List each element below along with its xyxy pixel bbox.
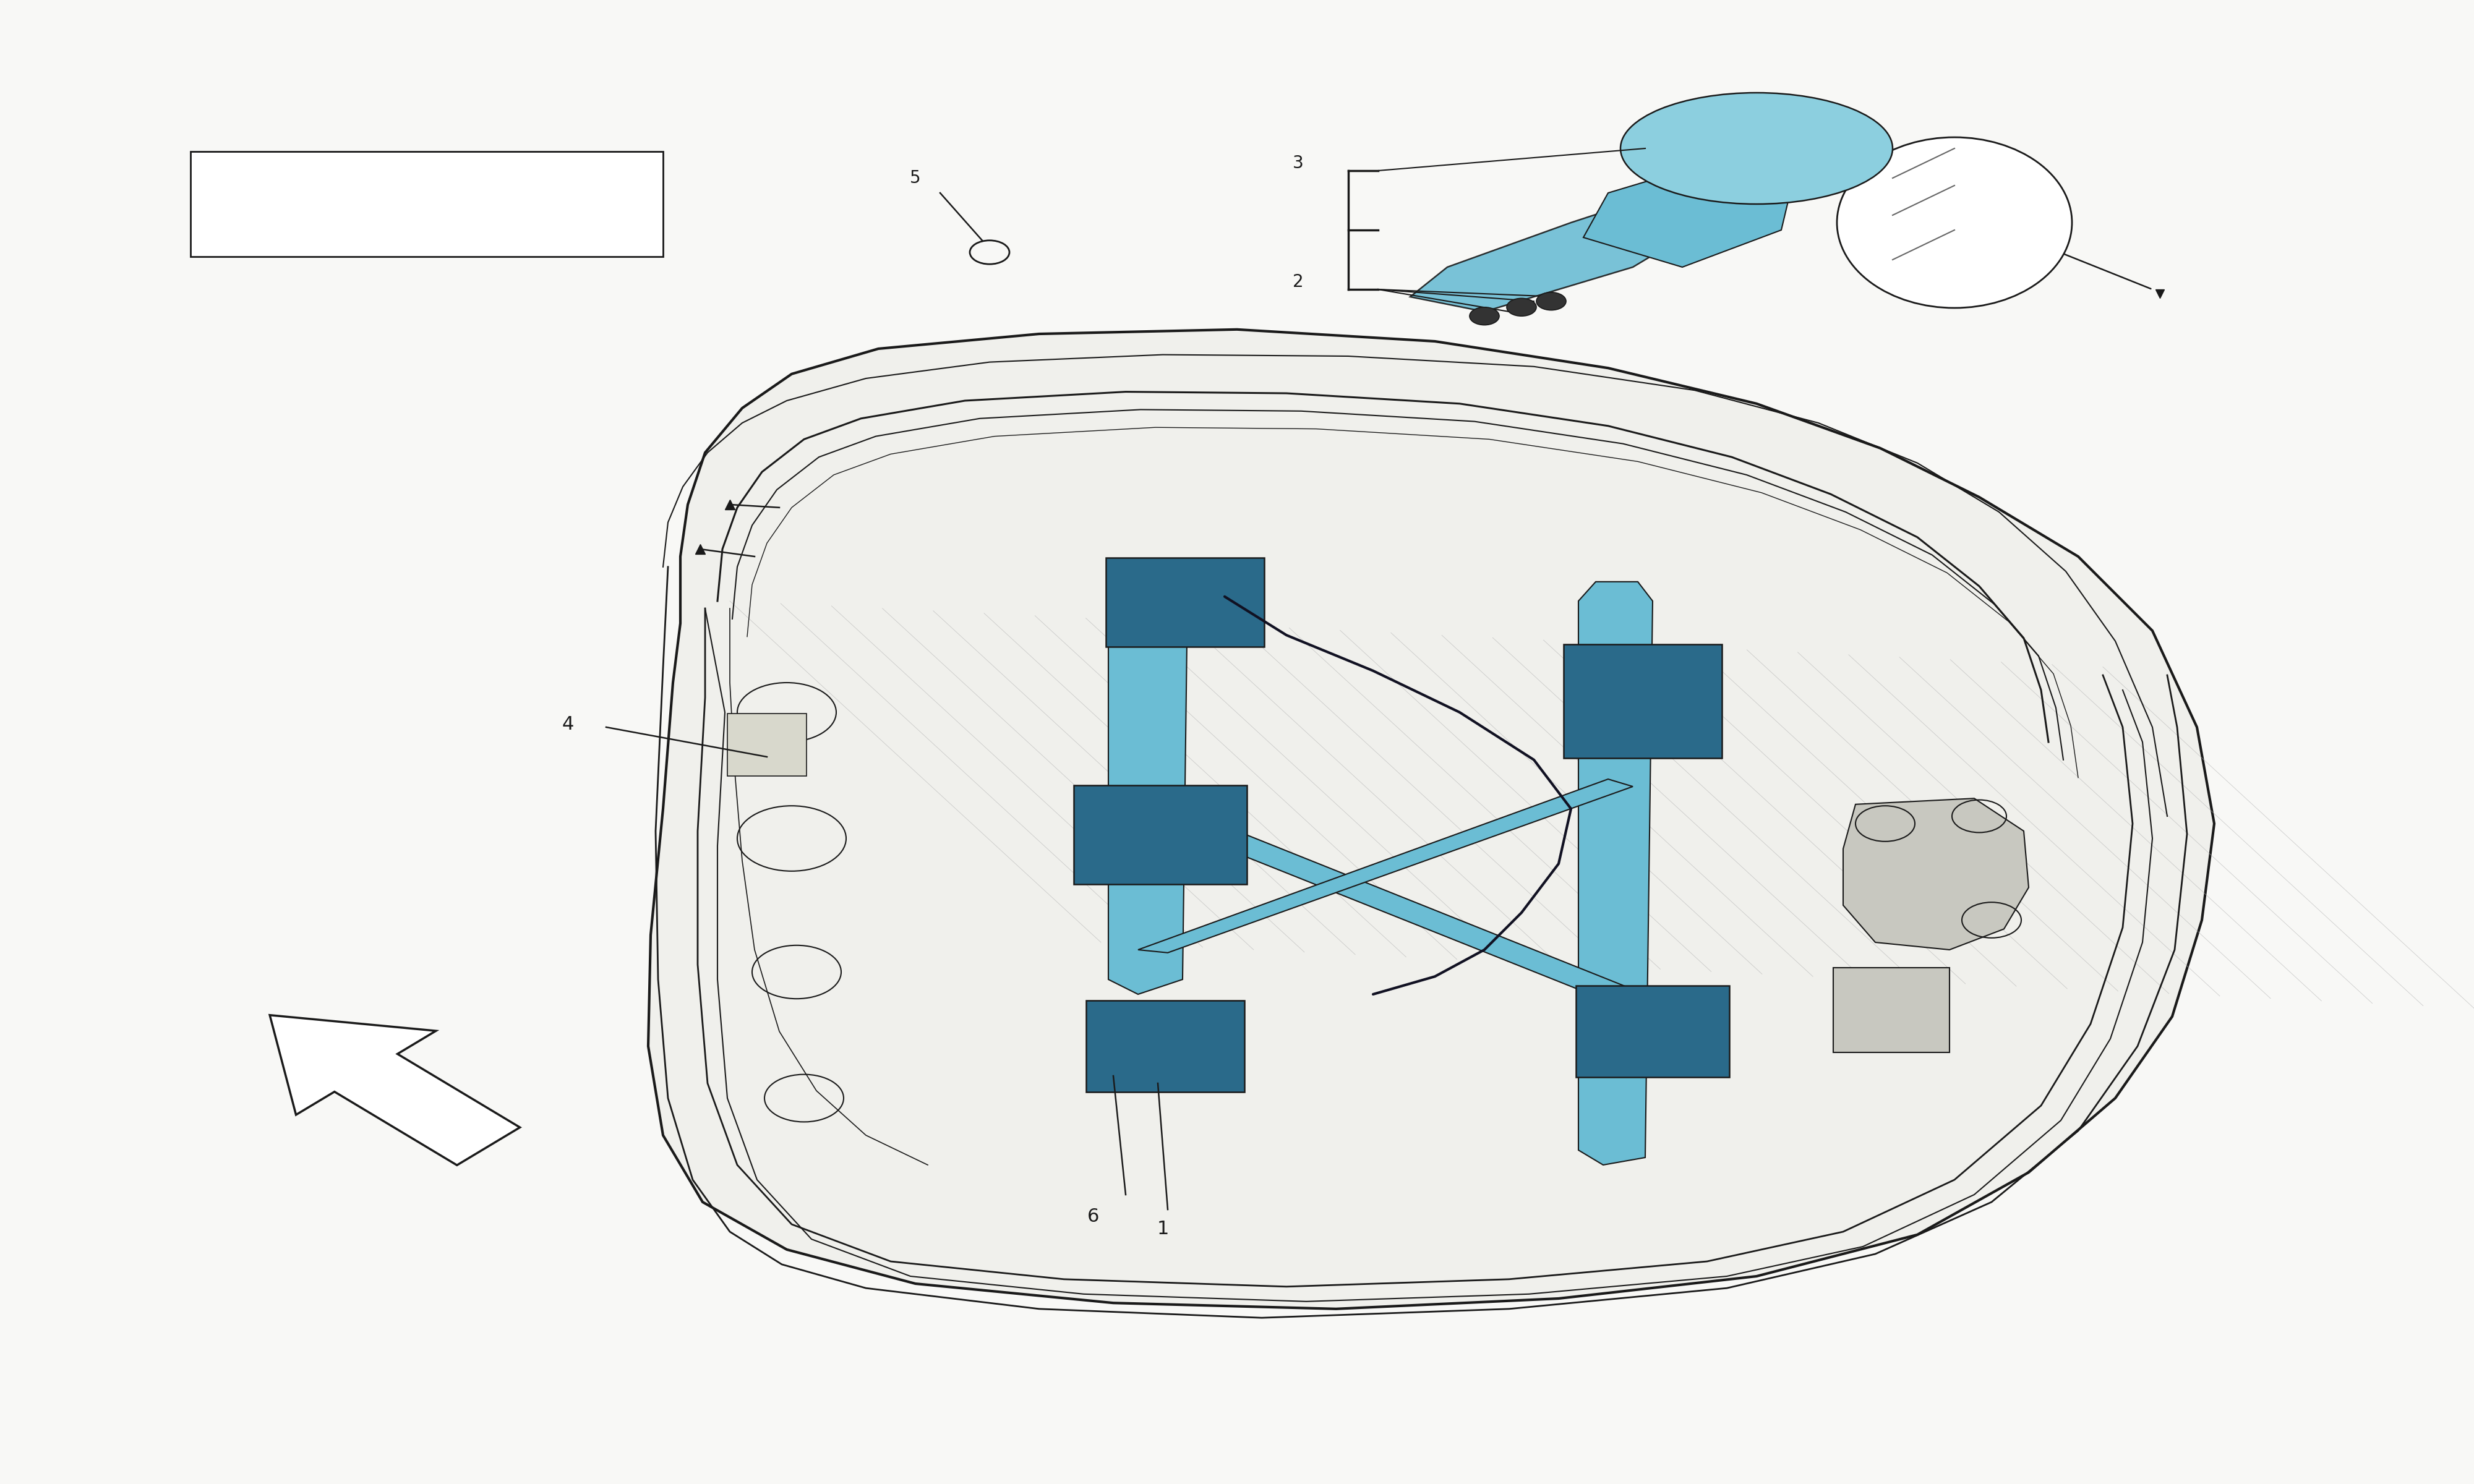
Polygon shape	[1578, 582, 1653, 1165]
Text: 1: 1	[1158, 1220, 1168, 1238]
FancyBboxPatch shape	[1106, 558, 1264, 647]
FancyBboxPatch shape	[1086, 1000, 1244, 1092]
FancyBboxPatch shape	[1074, 785, 1247, 884]
Polygon shape	[1410, 159, 1794, 312]
Polygon shape	[1583, 159, 1794, 267]
Text: See table 119: See table 119	[218, 223, 332, 234]
Text: 4: 4	[562, 715, 574, 733]
FancyBboxPatch shape	[190, 151, 663, 257]
FancyBboxPatch shape	[1564, 644, 1722, 758]
FancyBboxPatch shape	[727, 714, 807, 776]
Text: 3: 3	[1294, 154, 1304, 172]
Polygon shape	[1126, 801, 1645, 1006]
FancyBboxPatch shape	[1576, 985, 1729, 1077]
Circle shape	[1507, 298, 1536, 316]
Polygon shape	[270, 1015, 520, 1165]
Polygon shape	[1108, 567, 1188, 994]
Ellipse shape	[1836, 137, 2073, 307]
Text: 6: 6	[1089, 1208, 1098, 1226]
Polygon shape	[1843, 798, 2029, 950]
FancyBboxPatch shape	[1833, 968, 1950, 1052]
Circle shape	[1470, 307, 1499, 325]
Text: 5: 5	[910, 169, 920, 187]
Circle shape	[1536, 292, 1566, 310]
Text: ▲ =  Vedi tavola 119: ▲ = Vedi tavola 119	[218, 177, 364, 188]
Polygon shape	[1138, 779, 1633, 953]
Ellipse shape	[1620, 92, 1893, 203]
Text: 2: 2	[1294, 273, 1304, 291]
Polygon shape	[648, 329, 2214, 1309]
